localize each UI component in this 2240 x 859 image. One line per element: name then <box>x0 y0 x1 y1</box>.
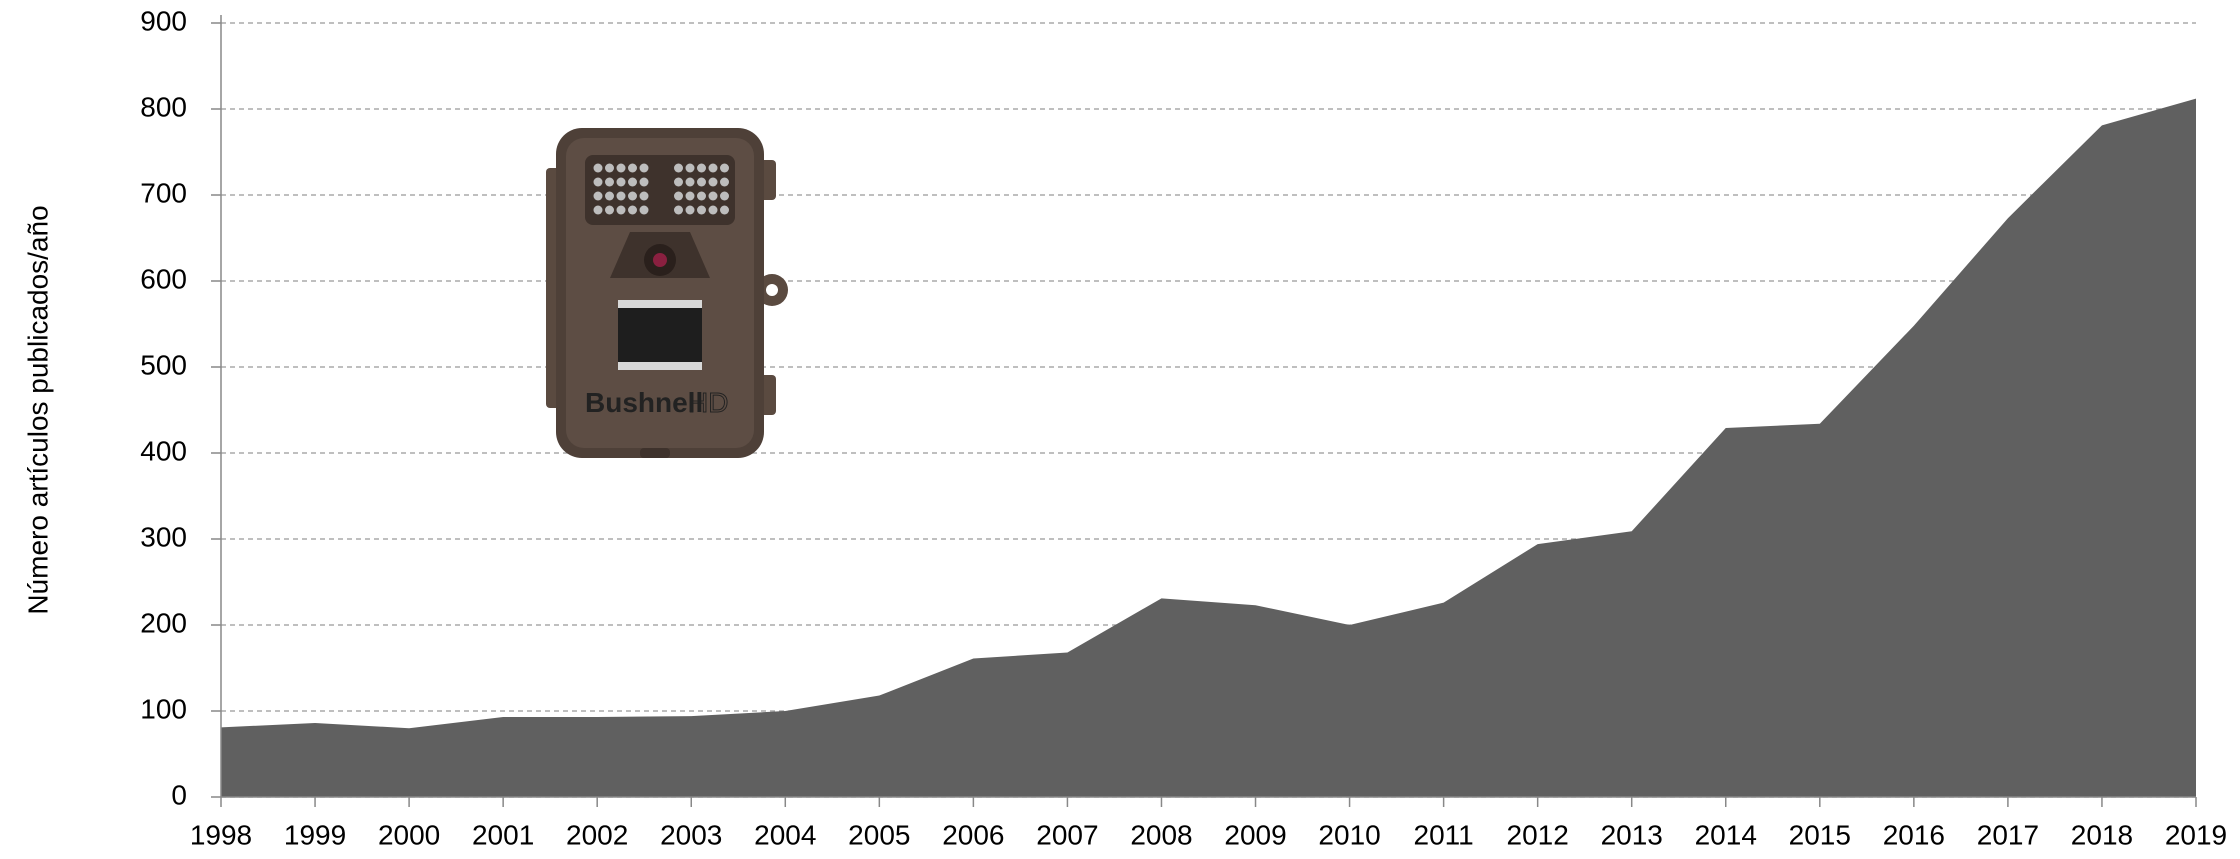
svg-text:HD: HD <box>688 387 728 418</box>
area <box>221 98 2196 798</box>
x-tick-label: 2013 <box>1601 819 1663 850</box>
x-tick-label: 2009 <box>1224 819 1286 850</box>
y-tick-label: 700 <box>140 177 187 208</box>
x-tick-label: 2016 <box>1883 819 1945 850</box>
x-tick-label: 2000 <box>378 819 440 850</box>
x-tick-label: 2001 <box>472 819 534 850</box>
y-tick-label: 400 <box>140 435 187 466</box>
y-tick-label: 0 <box>171 779 187 810</box>
y-tick-label: 500 <box>140 349 187 380</box>
x-tick-label: 2004 <box>754 819 816 850</box>
x-tick-label: 2014 <box>1695 819 1757 850</box>
x-tick-label: 2019 <box>2165 819 2227 850</box>
svg-text:Bushnell: Bushnell <box>585 387 703 418</box>
y-tick-label: 800 <box>140 91 187 122</box>
x-tick-label: 2017 <box>1977 819 2039 850</box>
plot: 0 100 200 300 400 500 600 700 800 900 1998 1999 2000… <box>140 5 2227 850</box>
y-tick-label: 900 <box>140 5 187 36</box>
x-tick-label: 2010 <box>1318 819 1380 850</box>
y-tick-label: 100 <box>140 693 187 724</box>
y-tick-label: 600 <box>140 263 187 294</box>
x-tick-label: 1999 <box>284 819 346 850</box>
x-tick-label: 2012 <box>1507 819 1569 850</box>
x-tick-label: 1998 <box>190 819 252 850</box>
x-tick-label: 2011 <box>1414 819 1474 850</box>
x-tick-label: 2008 <box>1130 819 1192 850</box>
x-tick-label: 2003 <box>660 819 722 850</box>
y-axis-label: Número artículos publicados/año <box>22 205 53 614</box>
x-tick-label: 2007 <box>1036 819 1098 850</box>
x-tick-label: 2015 <box>1789 819 1851 850</box>
x-tick-label: 2005 <box>848 819 910 850</box>
x-tick-label: 2006 <box>942 819 1004 850</box>
camera-image: Bushnell HD <box>546 128 788 458</box>
y-tick-label: 200 <box>140 607 187 638</box>
y-tick-label: 300 <box>140 521 187 552</box>
x-tick-label: 2018 <box>2071 819 2133 850</box>
x-tick-label: 2002 <box>566 819 628 850</box>
